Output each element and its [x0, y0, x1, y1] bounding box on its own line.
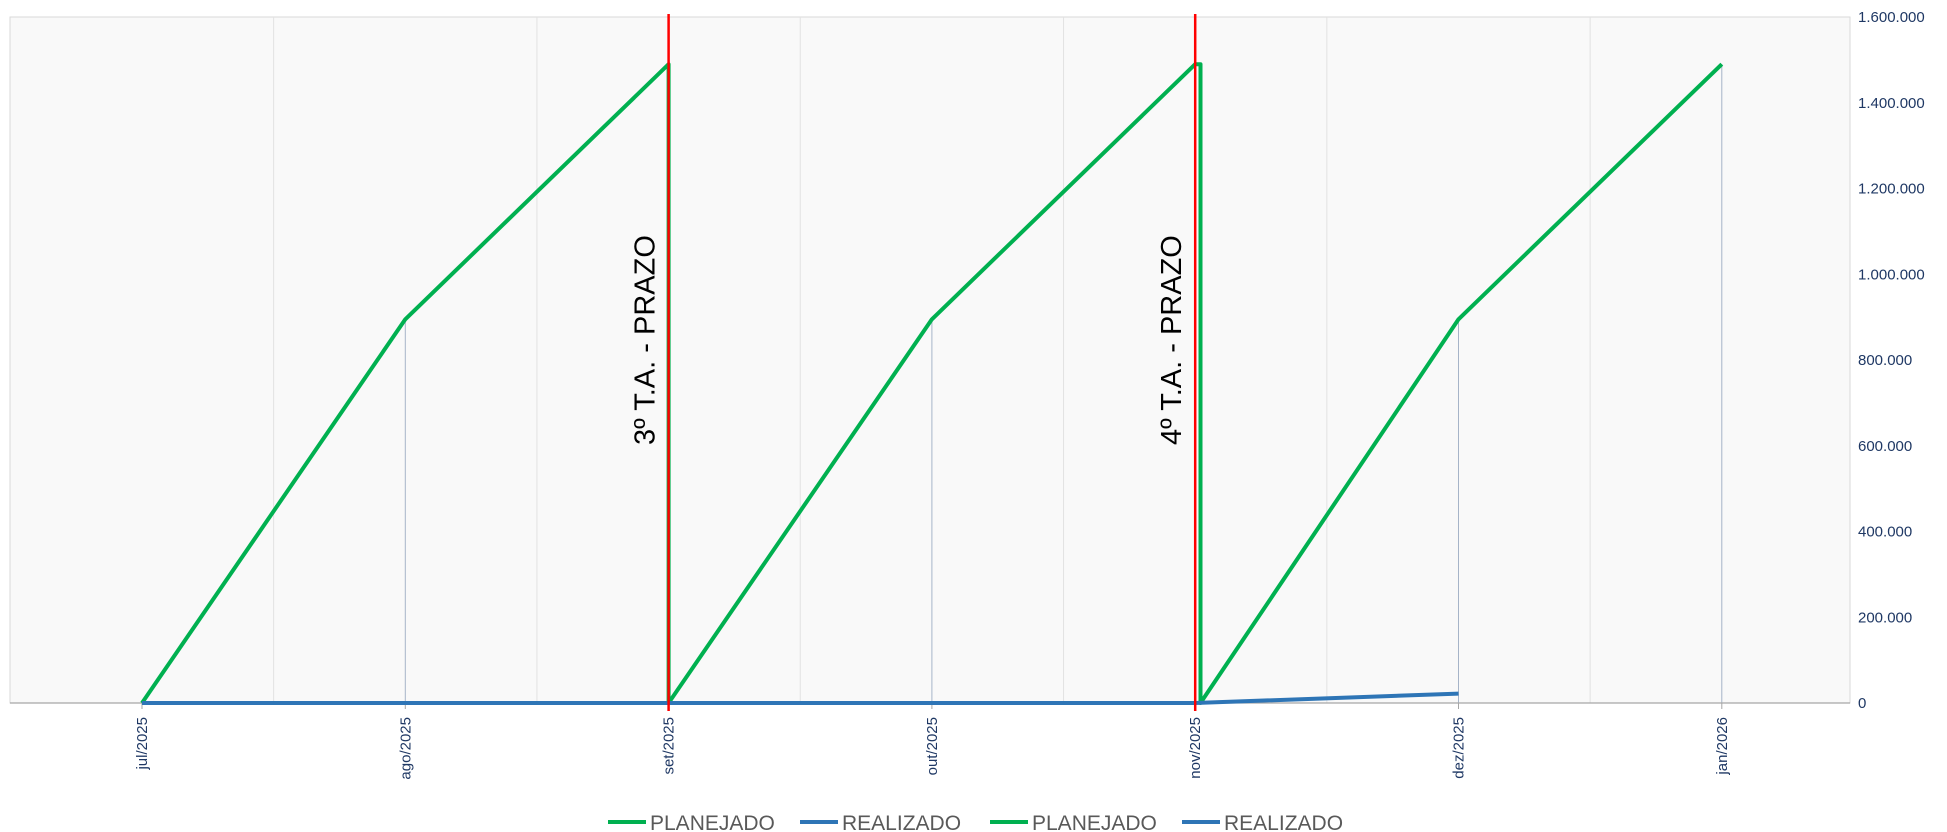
y-tick-labels: 0 200.000 400.000 600.000 800.000 1.000.000 1.…	[1858, 9, 1925, 712]
legend-label: PLANEJADO	[1032, 812, 1157, 832]
x-tick-label: ago/2025	[397, 717, 414, 780]
vertical-markers: 3º T.A. - PRAZO 4º T.A. - PRAZO	[630, 14, 1197, 711]
legend-label: PLANEJADO	[650, 812, 775, 832]
plot-area	[9, 16, 1851, 704]
x-tick-label: jul/2025	[134, 717, 151, 771]
x-tick-label: out/2025	[924, 717, 941, 775]
x-tick-label: nov/2025	[1187, 717, 1204, 779]
x-tick-label: set/2025	[661, 717, 678, 775]
legend: PLANEJADO REALIZADO PLANEJADO REALIZADO	[608, 812, 1343, 832]
vertical-marker-label: 3º T.A. - PRAZO	[630, 235, 662, 445]
x-tick-label: dez/2025	[1451, 717, 1468, 779]
y-tick-label: 1.000.000	[1858, 266, 1925, 283]
series-line-planejado	[666, 62, 1724, 705]
legend-label: REALIZADO	[1224, 812, 1343, 832]
y-tick-label: 1.200.000	[1858, 181, 1925, 198]
y-tick-label: 800.000	[1858, 352, 1912, 369]
y-tick-label: 200.000	[1858, 609, 1912, 626]
vertical-marker-label: 4º T.A. - PRAZO	[1156, 235, 1188, 445]
drop-lines	[404, 64, 1723, 703]
y-tick-label: 600.000	[1858, 438, 1912, 455]
x-tick-labels: jul/2025 ago/2025 set/2025 out/2025 nov/2025…	[134, 717, 1731, 780]
gridlines	[273, 17, 1591, 703]
y-tick-label: 0	[1858, 695, 1866, 712]
y-tick-label: 1.400.000	[1858, 95, 1925, 112]
x-tick-label: jan/2026	[1714, 717, 1731, 776]
legend-label: REALIZADO	[842, 812, 961, 832]
y-tick-label: 400.000	[1858, 524, 1912, 541]
y-tick-label: 1.600.000	[1858, 9, 1925, 26]
